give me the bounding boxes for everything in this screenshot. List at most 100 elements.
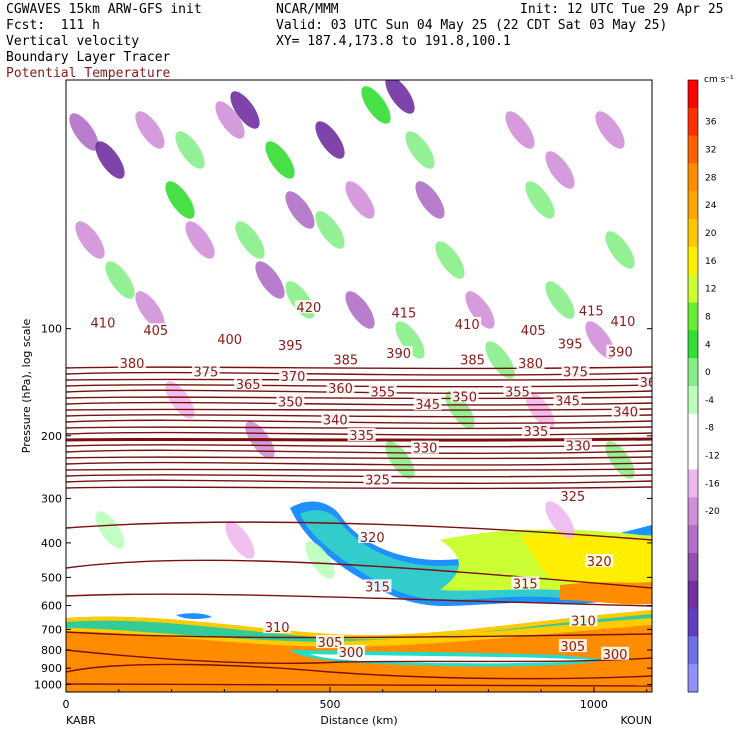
vertical-velocity-cell — [545, 151, 575, 189]
theta-contour-labels: 420 415 415 410 410 410 405 405 400 395 395 390 390 3… — [88, 300, 665, 663]
theta-contour — [66, 449, 652, 454]
forecast-hour: Fcst: 111 h — [6, 18, 100, 33]
vertical-velocity-cell — [415, 181, 445, 219]
theta-label: 320 — [360, 531, 385, 546]
theta-label-bg — [410, 440, 439, 454]
vertical-velocity-cell — [285, 191, 315, 229]
colorbar: 36 32 28 24 20 16 12 8 4 0 -4 -8 -12 -16 -20 cm s⁻¹ — [687, 75, 734, 693]
theta-contour — [66, 419, 652, 424]
theta-label: 395 — [558, 337, 583, 352]
colorbar-swatch — [688, 191, 698, 220]
vertical-velocity-cell — [525, 181, 555, 219]
theta-label: 350 — [278, 395, 303, 410]
colorbar-swatch — [688, 274, 698, 304]
theta-label: 350 — [452, 390, 477, 405]
theta-label: 380 — [518, 357, 543, 372]
y-tick-label: 400 — [41, 537, 62, 550]
vertical-velocity-cell — [305, 541, 335, 579]
theta-label-bg — [363, 579, 392, 593]
colorbar-tick-label: 20 — [705, 229, 717, 239]
theta-label-bg — [263, 620, 292, 634]
colorbar-tick-label: 4 — [705, 340, 711, 350]
y-tick-label: 1000 — [34, 678, 62, 691]
x-tick-label: 0 — [63, 698, 70, 711]
theta-label: 365 — [640, 376, 665, 391]
theta-label: 315 — [365, 580, 390, 595]
theta-label-bg — [511, 576, 540, 590]
y-tick-label: 200 — [41, 430, 62, 443]
vertical-velocity-cell — [105, 261, 135, 299]
colorbar-tick-label: 16 — [705, 257, 717, 267]
theta-label-bg — [234, 376, 263, 390]
theta-label-bg — [458, 352, 487, 366]
colorbar-swatch — [688, 636, 698, 665]
theta-label: 405 — [521, 324, 546, 339]
vertical-velocity-cell — [69, 113, 99, 151]
theta-contour — [66, 663, 652, 680]
plume-orange — [560, 582, 652, 605]
colorbar-swatch — [688, 386, 698, 415]
theta-label: 415 — [391, 306, 416, 321]
theta-contour — [66, 384, 652, 388]
theta-contour — [66, 378, 652, 381]
theta-label: 340 — [323, 414, 348, 429]
field-vertical-velocity: Vertical velocity — [6, 34, 140, 49]
theta-contour — [66, 486, 652, 490]
theta-label: 330 — [566, 440, 591, 455]
colorbar-swatch — [688, 246, 698, 276]
colorbar-tick-label: -4 — [705, 396, 714, 406]
theta-label: 300 — [339, 646, 364, 661]
colorbar-swatch — [688, 302, 698, 331]
theta-label: 390 — [386, 347, 411, 362]
vertical-velocity-cell — [185, 221, 215, 259]
vertical-velocity-cell — [235, 221, 265, 259]
colorbar-tick-label: -20 — [705, 507, 720, 517]
theta-label-bg — [279, 369, 308, 383]
colorbar-tick-label: -12 — [705, 452, 720, 462]
vertical-velocity-cell — [230, 91, 260, 129]
theta-label-bg — [276, 337, 305, 351]
theta-label: 385 — [333, 353, 358, 368]
vertical-velocity-cell — [605, 231, 635, 269]
theta-label: 405 — [143, 324, 168, 339]
theta-label: 340 — [613, 406, 638, 421]
theta-label: 310 — [571, 614, 596, 629]
colorbar-units: cm s⁻¹ — [704, 75, 734, 85]
x-tick-label: 1000 — [580, 698, 608, 711]
theta-contour — [66, 437, 652, 442]
vertical-velocity-cell — [435, 241, 465, 279]
theta-contour — [66, 456, 652, 460]
theta-label-bg — [358, 529, 387, 543]
theta-contour — [66, 468, 652, 471]
vertical-velocity-cell — [315, 211, 345, 249]
colorbar-swatch — [688, 497, 698, 526]
theta-contour — [66, 474, 652, 478]
theta-label-bg — [337, 644, 366, 658]
colorbar-swatch — [688, 107, 698, 137]
colorbar-swatch — [688, 330, 698, 359]
vertical-velocity-cell — [345, 181, 375, 219]
theta-label: 390 — [608, 346, 633, 361]
theta-contour — [66, 479, 652, 484]
vertical-velocity-cell — [395, 321, 425, 359]
theta-label: 355 — [505, 385, 530, 400]
theta-label-bg — [521, 424, 550, 438]
theta-label-bg — [606, 344, 635, 358]
theta-contour — [66, 396, 652, 400]
colorbar-tick-label: 0 — [705, 368, 711, 378]
theta-label-bg — [384, 345, 413, 359]
theta-label: 300 — [603, 648, 628, 663]
vertical-velocity-cell — [265, 141, 295, 179]
theta-label-bg — [450, 389, 479, 403]
theta-label-bg — [503, 384, 532, 398]
theta-label: 310 — [265, 621, 290, 636]
theta-label-bg — [88, 315, 117, 329]
theta-label: 380 — [120, 357, 145, 372]
colorbar-frame — [687, 79, 699, 693]
theta-label-bg — [276, 394, 305, 408]
theta-label-bg — [141, 323, 170, 337]
theta-label-bg — [638, 374, 652, 388]
theta-contour — [66, 389, 652, 394]
vertical-velocity-cell — [505, 111, 535, 149]
